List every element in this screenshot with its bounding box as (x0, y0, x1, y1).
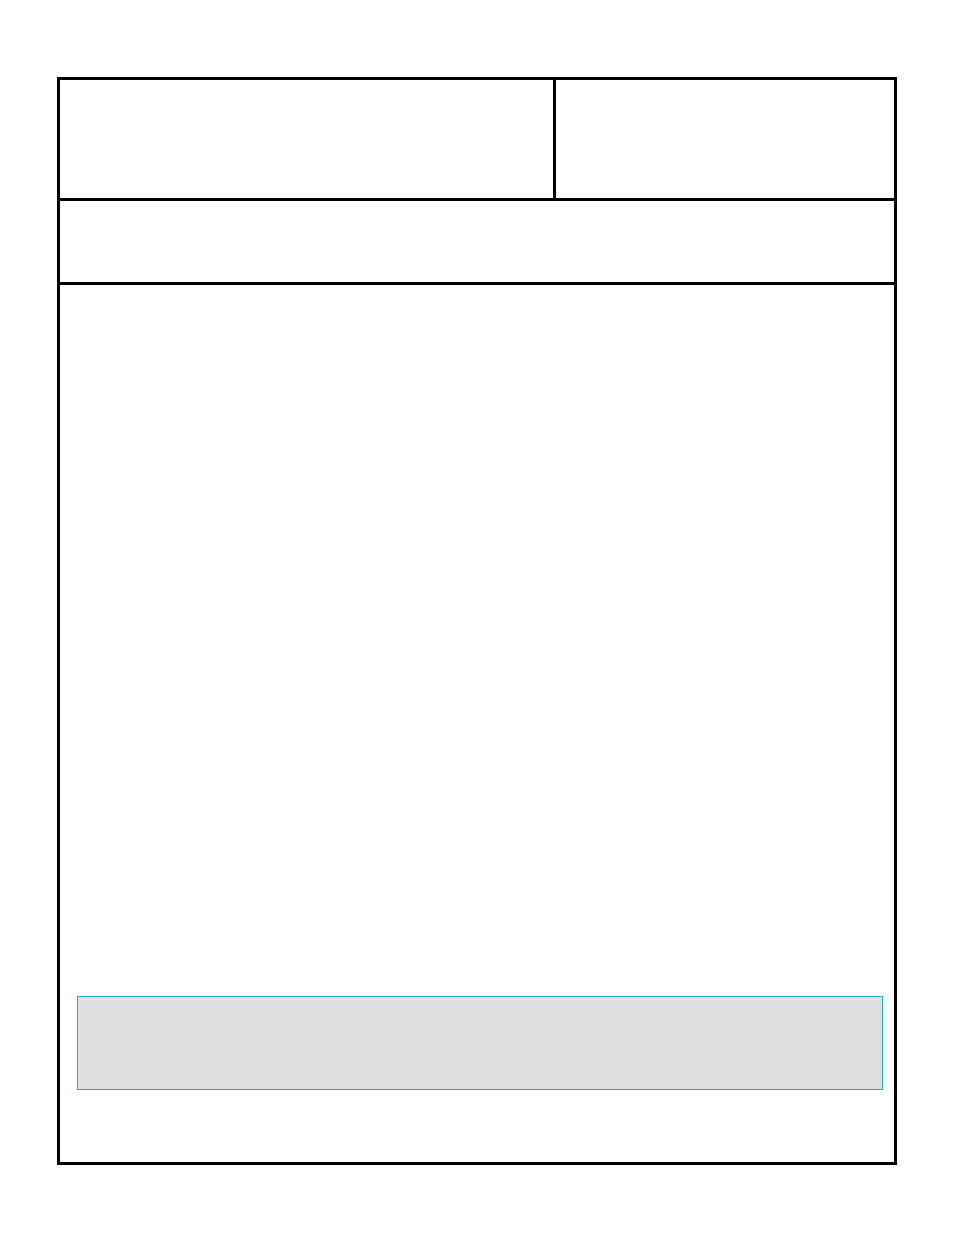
header-left-cell (60, 80, 553, 198)
highlight-box (77, 996, 883, 1090)
subheader-cell (60, 201, 894, 282)
header-vertical-divider (553, 80, 556, 198)
subheader-bottom-divider (60, 282, 894, 285)
page (0, 0, 954, 1235)
form-outer-box (57, 77, 897, 1165)
header-bottom-divider (60, 198, 894, 201)
header-right-cell (556, 80, 894, 198)
